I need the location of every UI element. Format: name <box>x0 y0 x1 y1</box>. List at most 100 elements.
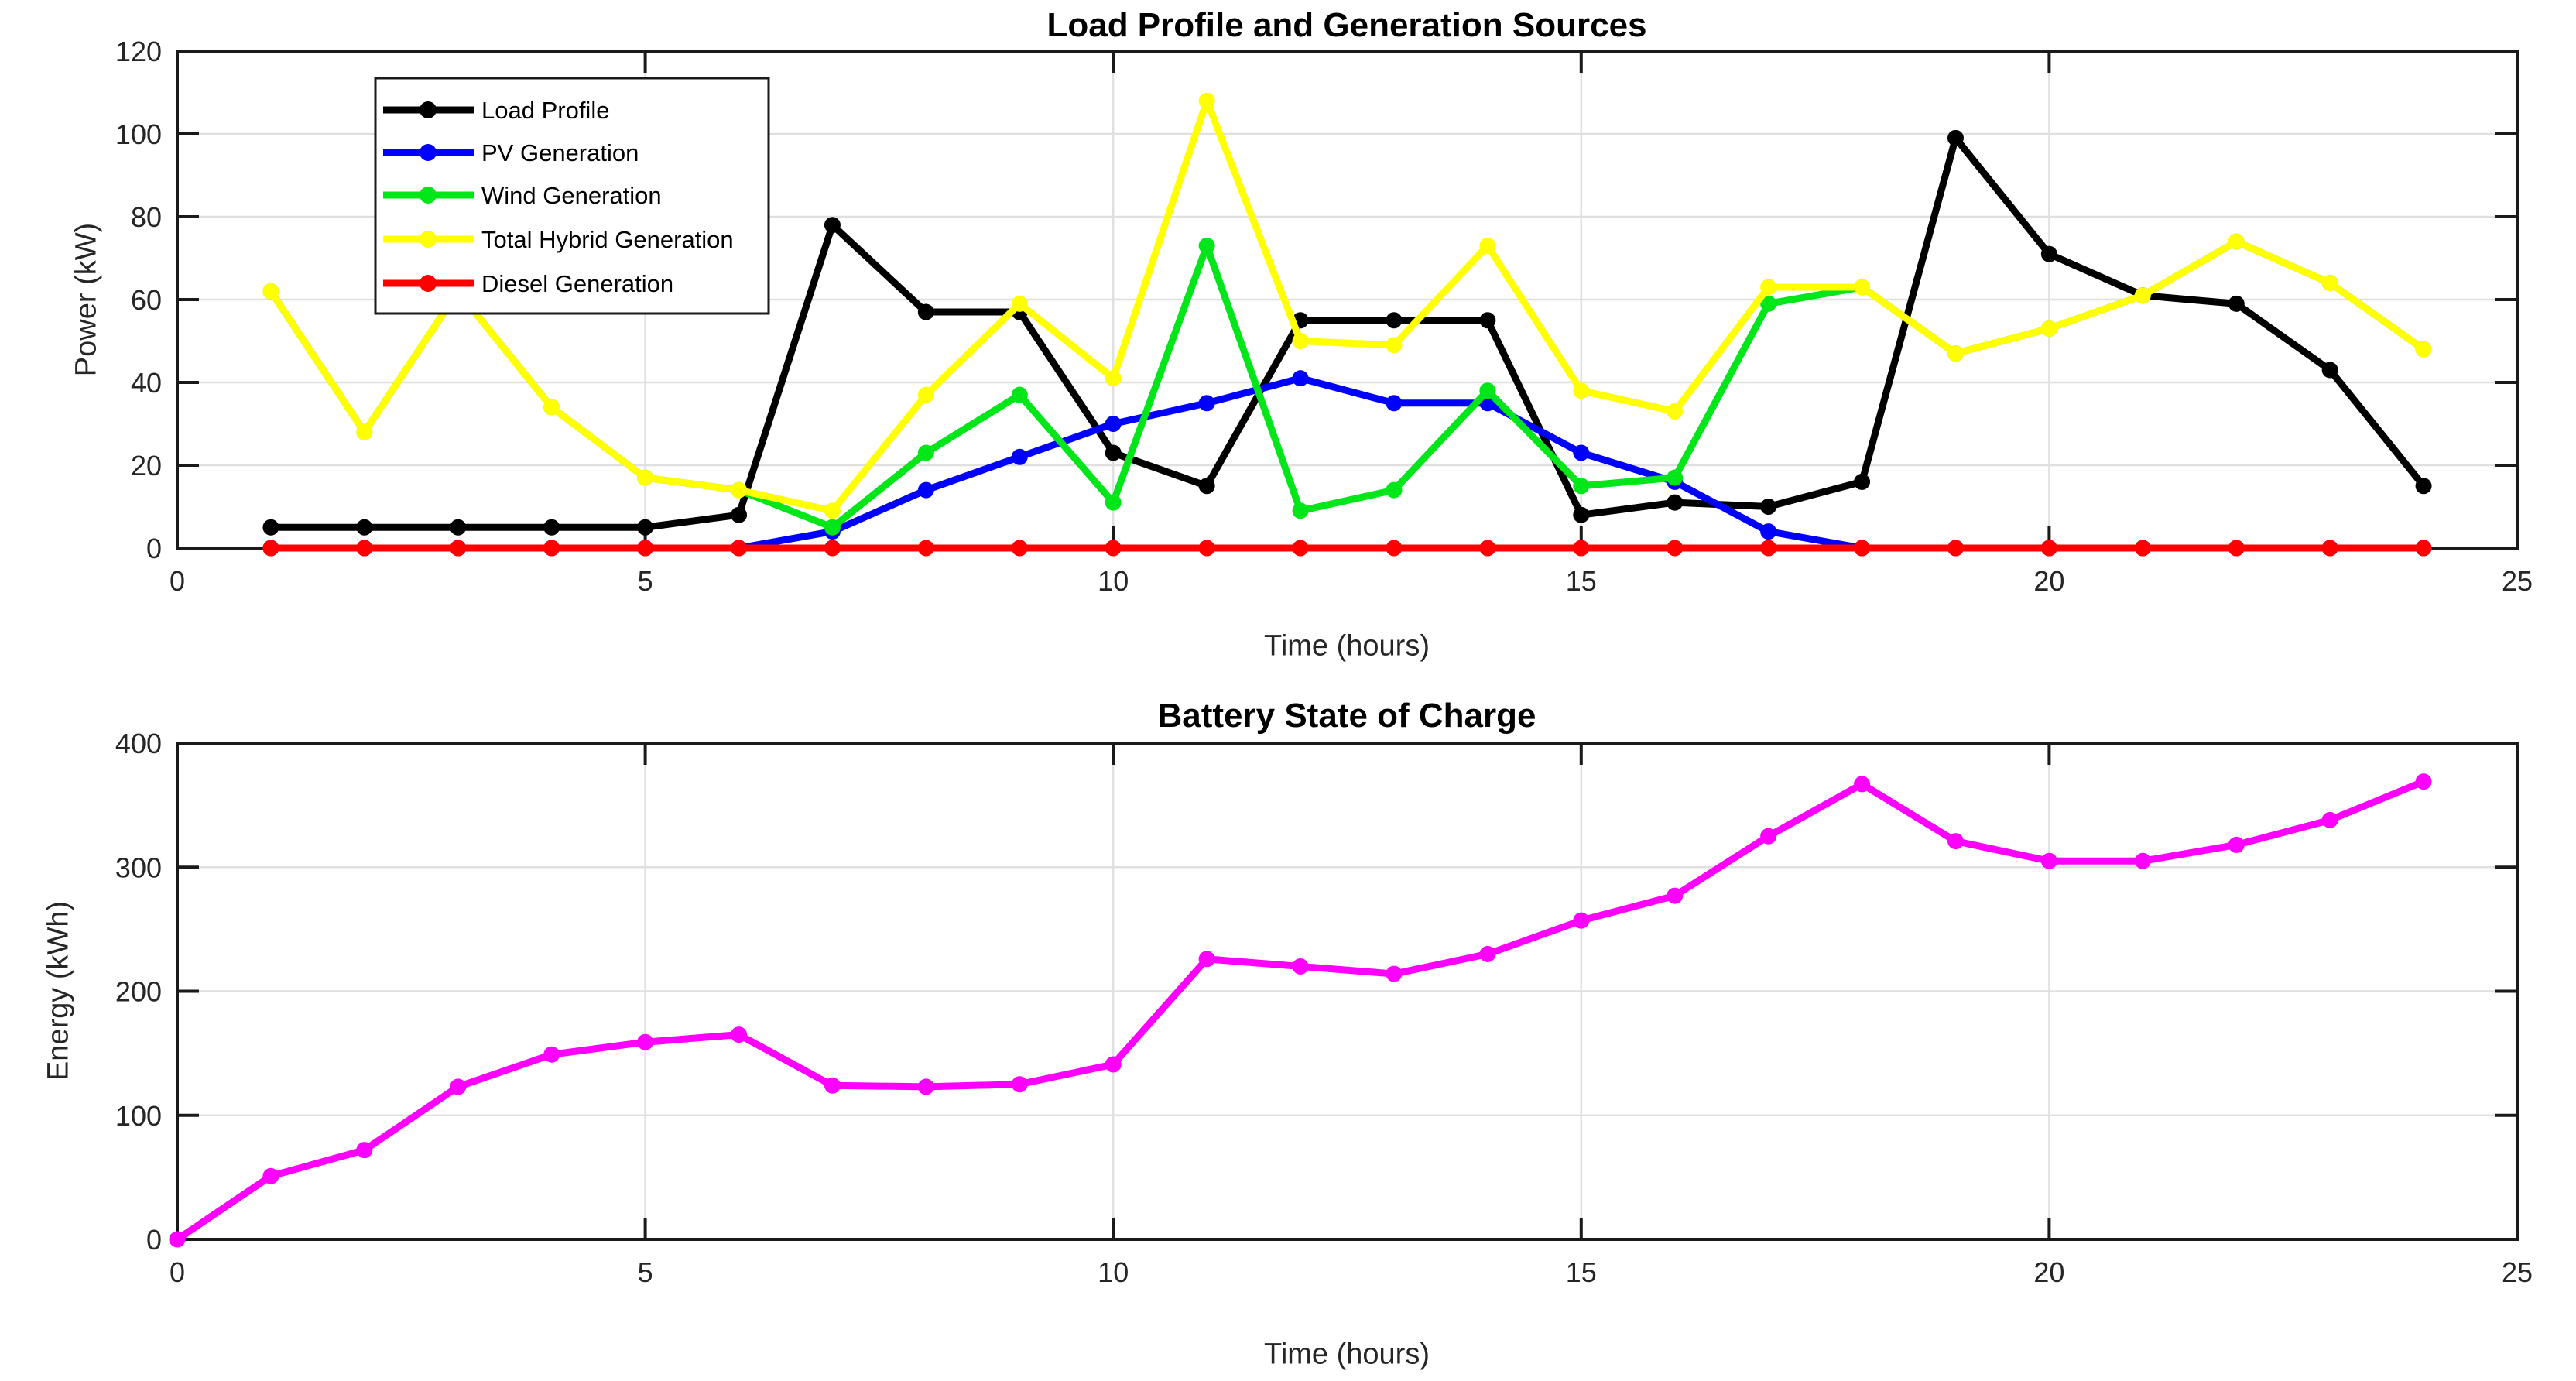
svg-text:300: 300 <box>115 852 162 883</box>
series-diesel-generation-marker <box>917 540 934 557</box>
series-total-hybrid-generation-line <box>268 97 2426 515</box>
series-load-profile-marker <box>2321 362 2338 379</box>
svg-text:0: 0 <box>146 533 162 564</box>
svg-text:15: 15 <box>1566 565 1597 597</box>
series-wind-generation-marker <box>1011 386 1028 403</box>
series-battery-soc-marker <box>262 1167 279 1184</box>
top-chart: 0 5 10 15 20 25 0 20 40 60 80 100 120 Load Profile PV … <box>115 36 2533 597</box>
series-diesel-generation-marker <box>2415 540 2432 557</box>
svg-text:80: 80 <box>131 201 162 233</box>
series-diesel-generation-marker <box>1292 540 1309 557</box>
series-load-profile-marker <box>1105 444 1122 461</box>
series-battery-soc-marker <box>1198 951 1215 968</box>
legend-label: Wind Generation <box>481 182 662 209</box>
legend-marker-sample <box>420 275 437 292</box>
series-diesel-generation-marker <box>1854 540 1871 557</box>
series-total-hybrid-generation-marker <box>1760 279 1777 296</box>
series-battery-soc-marker <box>1292 958 1309 975</box>
svg-text:20: 20 <box>2033 1256 2064 1288</box>
series-total-hybrid-generation-marker <box>637 469 654 486</box>
svg-text:5: 5 <box>638 565 653 597</box>
series-battery-soc-marker <box>1573 912 1590 929</box>
top-chart-title: Load Profile and Generation Sources <box>1046 6 1647 44</box>
series-battery-soc-marker <box>2040 852 2057 869</box>
series-load-profile-marker <box>1386 312 1403 329</box>
legend-label: Diesel Generation <box>481 270 673 297</box>
series-load-profile-marker <box>1854 473 1871 490</box>
svg-text:10: 10 <box>1098 565 1129 597</box>
series-wind-generation-marker <box>1292 502 1309 519</box>
series-wind-generation-marker <box>1198 237 1215 254</box>
series-battery-soc-marker <box>637 1033 654 1050</box>
series-load-profile-marker <box>1198 478 1215 495</box>
tick-marks <box>176 742 2519 1241</box>
top-chart-xlabel: Time (hours) <box>1264 629 1430 663</box>
series-diesel-generation-marker <box>824 540 841 557</box>
series-battery-soc-marker <box>1105 1056 1122 1073</box>
y-tick-labels: 0 100 200 300 400 <box>115 728 162 1256</box>
svg-text:0: 0 <box>170 1256 185 1288</box>
series-pv-generation-marker <box>1760 523 1777 540</box>
series-pv-generation-marker <box>1011 448 1028 465</box>
series-diesel-generation-marker <box>1760 540 1777 557</box>
series-load-profile-marker <box>1479 312 1496 329</box>
series-battery-soc-marker <box>356 1142 373 1159</box>
svg-text:25: 25 <box>2502 1256 2533 1288</box>
series-wind-generation-marker <box>824 519 841 536</box>
svg-text:200: 200 <box>115 976 162 1008</box>
svg-text:0: 0 <box>170 565 185 597</box>
x-tick-labels: 0 5 10 15 20 25 <box>170 565 2533 597</box>
series-battery-soc-marker <box>2228 836 2245 853</box>
series-diesel-generation-marker <box>1479 540 1496 557</box>
series-load-profile-marker <box>1760 499 1777 515</box>
series-wind-generation-marker <box>1667 469 1684 486</box>
series-pv-generation-marker <box>1105 416 1122 432</box>
series-total-hybrid-generation-marker <box>2040 320 2057 337</box>
series-diesel-generation-marker <box>2134 540 2151 557</box>
series-diesel-generation-marker <box>1386 540 1403 557</box>
svg-text:10: 10 <box>1098 1256 1129 1288</box>
legend-item: Total Hybrid Generation <box>383 226 734 253</box>
series-load-profile-marker <box>1667 494 1684 511</box>
series-battery-soc-marker <box>543 1046 560 1063</box>
series-load-profile <box>262 129 2432 536</box>
series-total-hybrid-generation-marker <box>731 481 748 499</box>
series-total-hybrid-generation-marker <box>2321 275 2338 292</box>
series-battery-soc-marker <box>1011 1076 1028 1093</box>
series-load-profile-marker <box>356 519 373 536</box>
series-wind-generation-marker <box>917 444 934 461</box>
svg-text:20: 20 <box>2033 565 2064 597</box>
series-battery-soc-marker <box>824 1077 841 1094</box>
series-diesel-generation-marker <box>450 540 467 557</box>
series-pv-generation-marker <box>1198 395 1215 412</box>
legend-item: Load Profile <box>383 97 609 124</box>
series-total-hybrid-generation-marker <box>2134 287 2151 304</box>
series-load-profile-marker <box>543 519 560 536</box>
legend-label: Total Hybrid Generation <box>481 226 734 253</box>
svg-text:5: 5 <box>638 1256 653 1288</box>
legend: Load Profile PV Generation Wind Generation… <box>374 77 770 315</box>
series-pv-generation-marker <box>917 481 934 499</box>
series-total-hybrid-generation-marker <box>1292 333 1309 349</box>
series-load-profile-marker <box>731 506 748 523</box>
series-total-hybrid-generation-marker <box>262 283 279 300</box>
series-diesel-generation-marker <box>2228 540 2245 557</box>
series-load-profile-marker <box>1573 506 1590 523</box>
legend-marker-sample <box>420 231 437 248</box>
svg-text:120: 120 <box>115 36 162 67</box>
series-battery-soc-marker <box>2415 773 2432 790</box>
series-battery-soc-marker <box>917 1078 934 1095</box>
svg-text:15: 15 <box>1566 1256 1597 1288</box>
bottom-chart: 0 5 10 15 20 25 0 100 200 300 400 <box>115 728 2533 1288</box>
series-total-hybrid-generation-marker <box>1947 345 1964 362</box>
series-diesel-generation-marker <box>1105 540 1122 557</box>
series-load-profile-marker <box>450 519 467 536</box>
series-battery-soc-marker <box>1947 833 1964 850</box>
series-battery-soc <box>169 773 2432 1248</box>
series-total-hybrid-generation-marker <box>2228 233 2245 250</box>
series-wind-generation-marker <box>1105 494 1122 511</box>
series-diesel-generation-marker <box>2040 540 2057 557</box>
series-load-profile-marker <box>824 217 841 234</box>
series-total-hybrid-generation-marker <box>1479 237 1496 254</box>
